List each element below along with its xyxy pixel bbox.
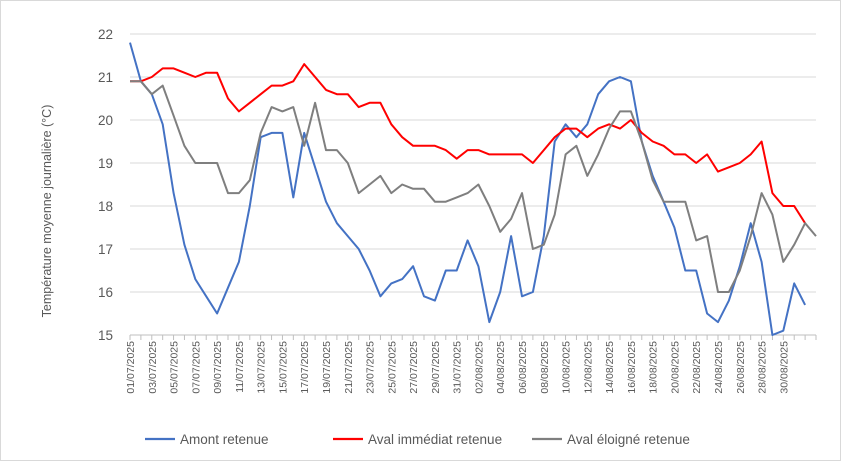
legend-label: Aval éloigné retenue (567, 432, 690, 447)
x-tick-label: 21/07/2025 (343, 341, 355, 394)
series-lines (129, 42, 817, 336)
y-tick-label: 22 (98, 27, 113, 42)
series-line (130, 63, 806, 224)
x-tick-label: 05/07/2025 (169, 341, 181, 394)
x-tick-label: 25/07/2025 (386, 341, 398, 394)
x-tick-label: 15/07/2025 (277, 341, 289, 394)
x-tick-label: 02/08/2025 (473, 341, 485, 394)
y-tick-label: 21 (98, 70, 113, 85)
legend-item: Amont retenue (145, 432, 269, 447)
y-tick-label: 19 (98, 156, 113, 171)
x-tick-label: 11/07/2025 (234, 341, 246, 393)
x-tick-label: 27/07/2025 (408, 341, 420, 394)
y-tick-label: 16 (98, 285, 113, 300)
x-tick-label: 17/07/2025 (299, 341, 311, 394)
y-tick-label: 15 (98, 328, 113, 343)
x-tick-label: 09/07/2025 (212, 341, 224, 394)
series-line (130, 80, 817, 293)
x-tick-label: 03/07/2025 (147, 341, 159, 394)
y-tick-label: 17 (98, 242, 113, 257)
x-tick-label: 20/08/2025 (669, 341, 681, 394)
x-tick-label: 22/08/2025 (691, 341, 703, 394)
y-tick-label: 18 (98, 199, 113, 214)
x-tick-label: 10/08/2025 (561, 341, 573, 394)
y-axis-tick-labels: 15 16 17 18 19 20 21 22 (98, 27, 113, 343)
x-tick-label: 18/08/2025 (648, 341, 660, 394)
x-tick-label: 30/08/2025 (778, 341, 790, 394)
x-tick-label: 04/08/2025 (495, 341, 507, 394)
x-tick-label: 19/07/2025 (321, 341, 333, 394)
x-tick-label: 26/08/2025 (735, 341, 747, 394)
legend-label: Aval immédiat retenue (368, 432, 502, 447)
y-tick-label: 20 (98, 113, 113, 128)
x-tick-label: 24/08/2025 (713, 341, 725, 394)
x-tick-label: 23/07/2025 (365, 341, 377, 394)
x-tick-label: 14/08/2025 (604, 341, 616, 394)
legend-item: Aval éloigné retenue (532, 432, 690, 447)
x-tick-label: 06/08/2025 (517, 341, 529, 394)
legend: Amont retenue Aval immédiat retenue Aval é… (145, 432, 690, 447)
x-axis-tick-labels: 01/07/2025 03/07/2025 05/07/2025 07/07/2025… (125, 341, 790, 394)
x-tick-label: 29/07/2025 (430, 341, 442, 394)
y-axis-label: Température moyenne journalière (°C) (40, 105, 54, 318)
x-tick-label: 16/08/2025 (626, 341, 638, 394)
legend-label: Amont retenue (180, 432, 269, 447)
x-tick-label: 01/07/2025 (125, 341, 137, 394)
x-tick-label: 31/07/2025 (452, 341, 464, 394)
x-tick-label: 13/07/2025 (256, 341, 268, 394)
x-tick-label: 28/08/2025 (757, 341, 769, 394)
x-tick-label: 07/07/2025 (190, 341, 202, 394)
x-axis (129, 334, 817, 340)
x-tick-label: 08/08/2025 (539, 341, 551, 394)
legend-item: Aval immédiat retenue (333, 432, 502, 447)
series-line (129, 42, 806, 336)
x-tick-label: 12/08/2025 (582, 341, 594, 394)
